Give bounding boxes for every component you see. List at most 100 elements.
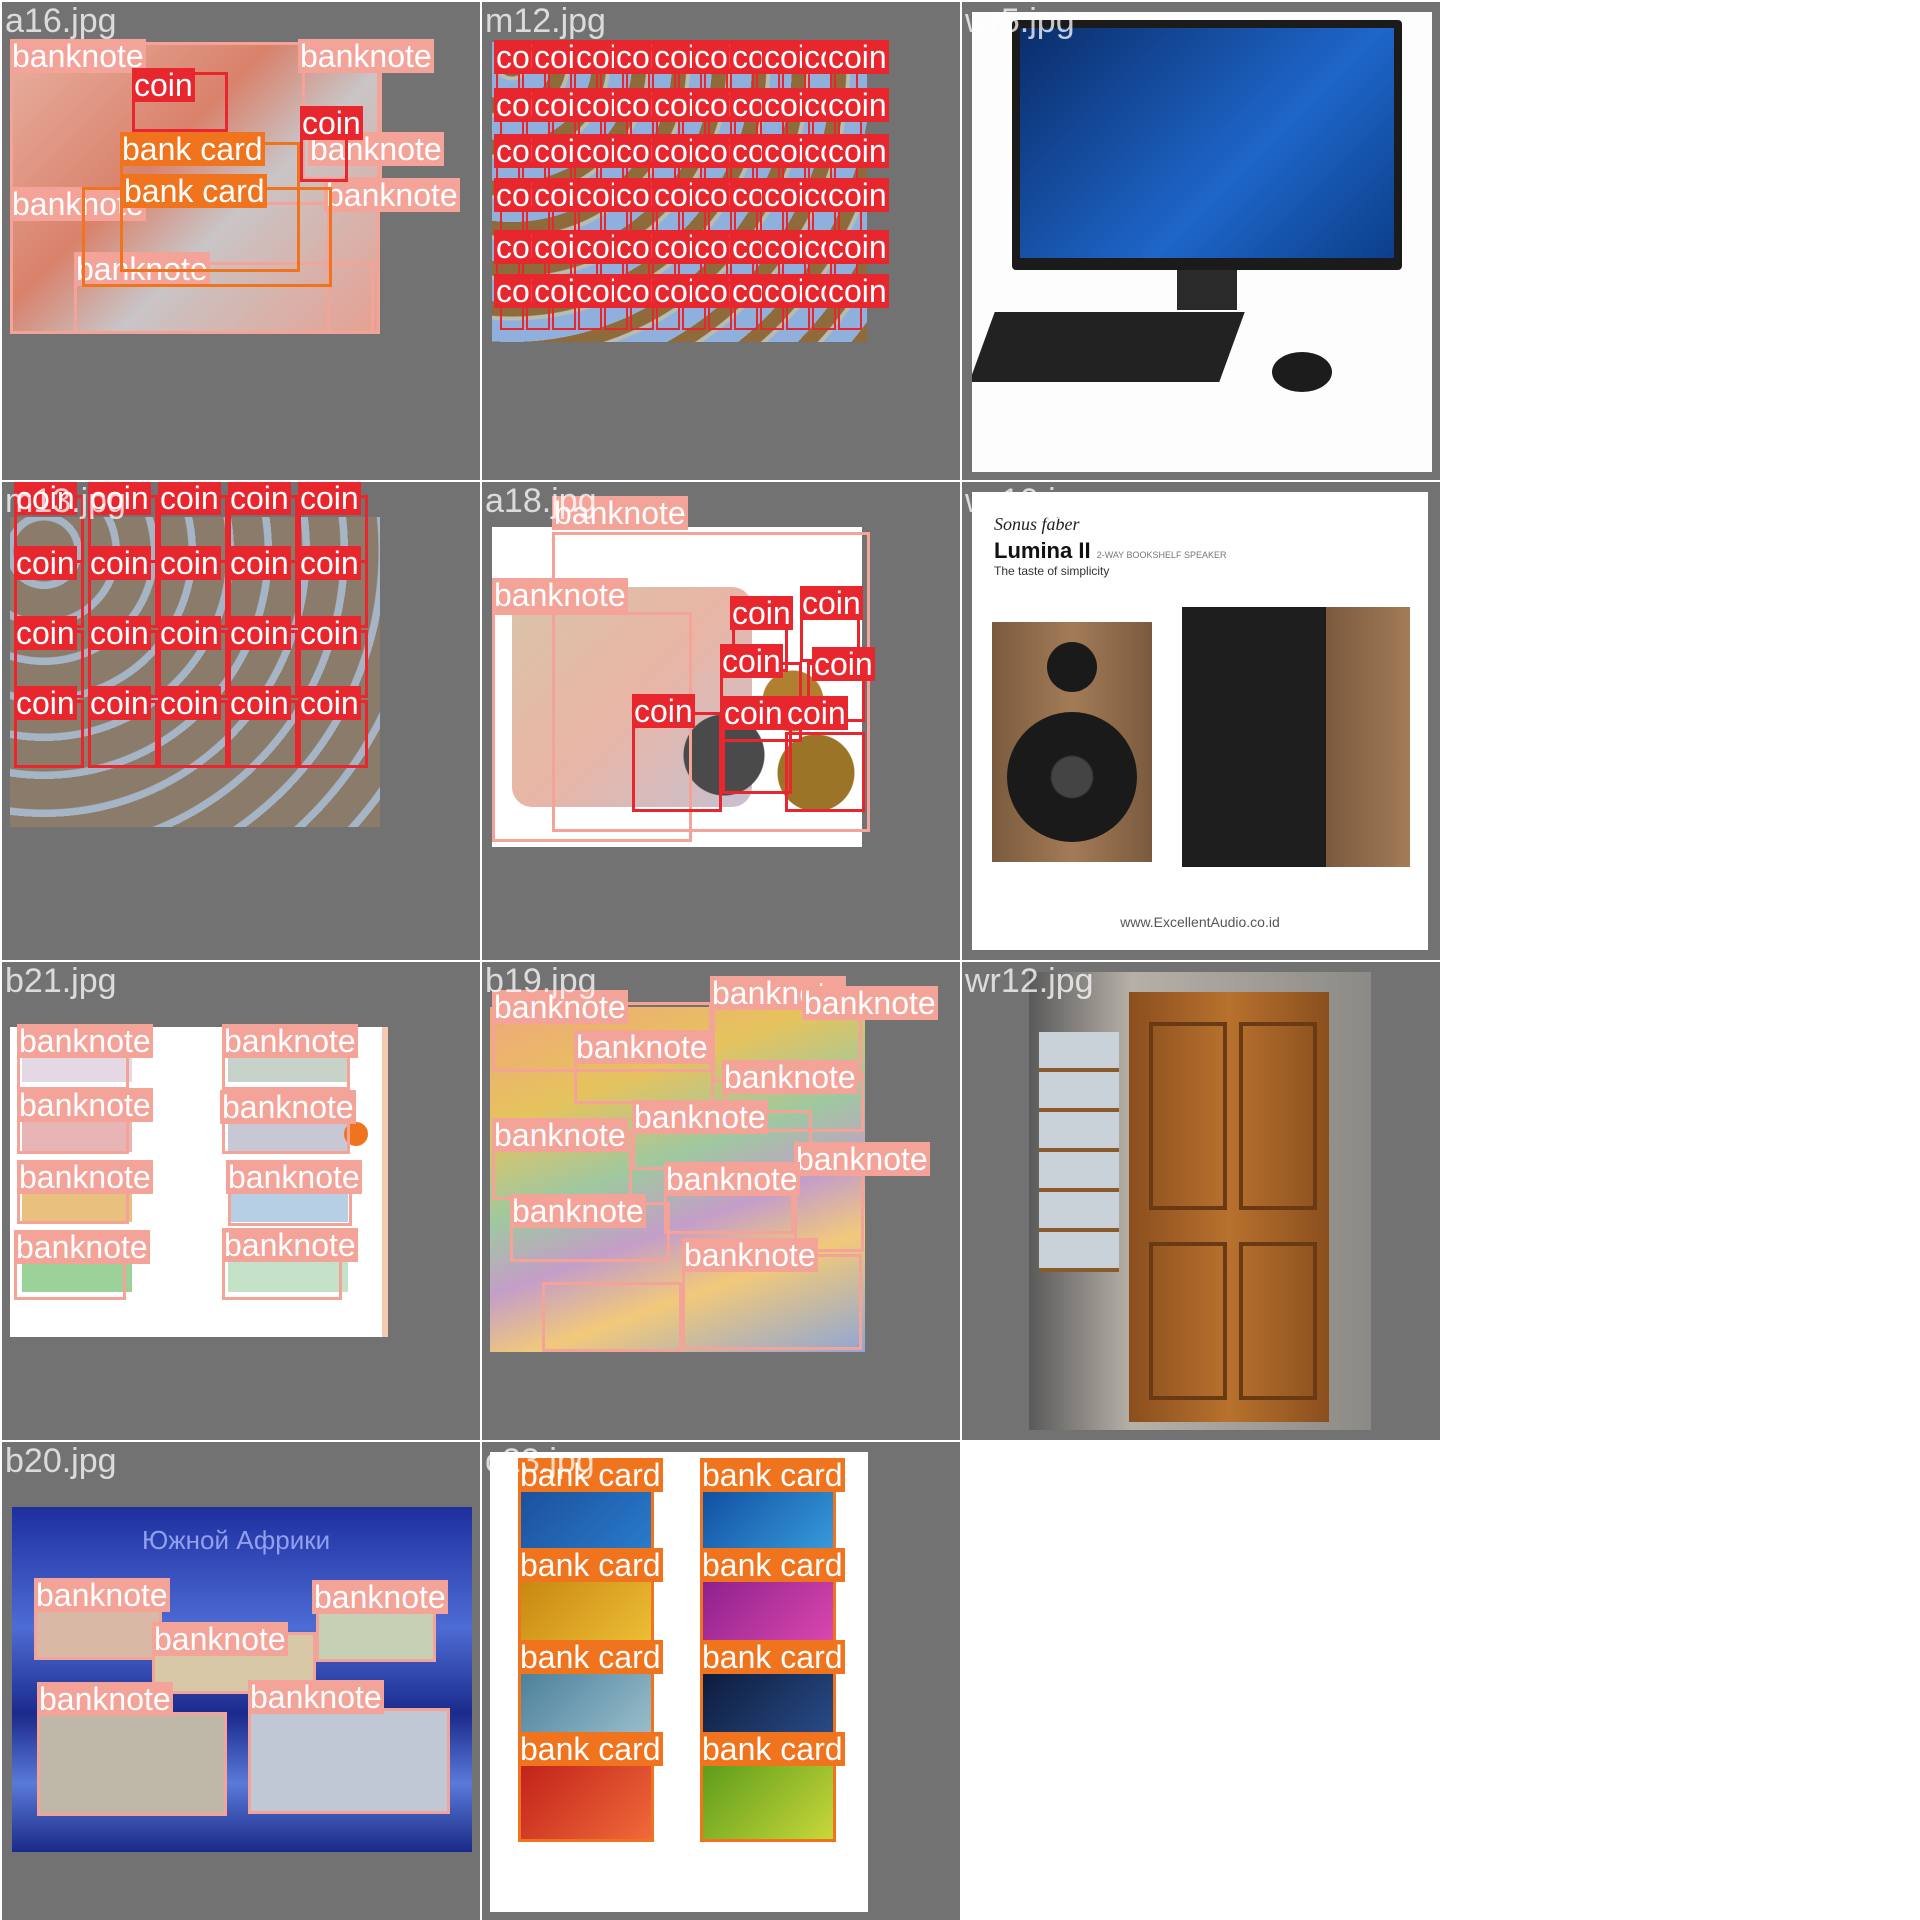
label-coin: coin [826, 133, 889, 169]
label-coin: coin [300, 105, 363, 141]
tile-wr5[interactable]: wr5.jpg [962, 2, 1440, 480]
label-coin: coin [730, 595, 793, 631]
label-banknote: banknote [14, 1229, 150, 1265]
tile-c23[interactable]: c23.jpg bank card bank card bank card bank … [482, 1442, 960, 1920]
label-bank-card: bank card [700, 1547, 845, 1583]
bbox-banknote [552, 532, 870, 832]
label-bank-card: bank card [518, 1547, 663, 1583]
label-banknote: banknote [17, 1023, 153, 1059]
label-banknote: banknote [574, 1029, 710, 1065]
door-panel [1149, 1242, 1227, 1400]
image-speaker-ad: Sonus faber Lumina II 2-WAY BOOKSHELF SP… [972, 492, 1428, 950]
tile-b20[interactable]: b20.jpg Южной Африки banknote banknote b… [2, 1442, 480, 1920]
speaker-right [1182, 607, 1410, 867]
tile-b19[interactable]: b19.jpg banknote banknote banknote bankn… [482, 962, 960, 1440]
bbox-bank-card [700, 1756, 836, 1842]
tagline-text: The taste of simplicity [994, 564, 1110, 578]
label-coin: coin [228, 685, 291, 721]
image-desktop-computer [972, 12, 1432, 472]
label-banknote: banknote [802, 985, 938, 1021]
label-banknote: banknote [324, 177, 460, 213]
label-banknote: banknote [510, 1193, 646, 1229]
tile-title: m13.jpg [5, 482, 126, 520]
side-window [1039, 1032, 1119, 1272]
label-coin: coin [158, 545, 221, 581]
tile-m13[interactable]: m13.jpg coin coin coin coin coin coin coin coin… [2, 482, 480, 960]
image-wooden-door [1029, 972, 1371, 1430]
label-coin: coin [158, 615, 221, 651]
label-banknote: banknote [220, 1089, 356, 1125]
label-coin: coin [88, 685, 151, 721]
label-banknote: banknote [222, 1023, 358, 1059]
label-banknote: banknote [37, 1681, 173, 1717]
tile-title: wr12.jpg [965, 962, 1094, 1000]
bbox-banknote [74, 262, 374, 334]
mouse [1272, 352, 1332, 392]
tile-title: wr10.jpg [965, 482, 1094, 520]
speaker-left [992, 622, 1152, 862]
label-coin: coin [14, 482, 77, 516]
door-panel [1149, 1022, 1227, 1210]
door-panel [1239, 1242, 1317, 1400]
label-coin: coin [228, 482, 291, 516]
label-coin: coin [88, 545, 151, 581]
model-subtitle: 2-WAY BOOKSHELF SPEAKER [1096, 550, 1227, 560]
label-coin: coin [228, 545, 291, 581]
bbox-bank-card [518, 1756, 654, 1842]
tweeter [1047, 642, 1097, 692]
label-banknote: banknote [34, 1577, 170, 1613]
label-banknote: banknote [248, 1679, 384, 1715]
label-banknote: banknote [794, 1141, 930, 1177]
tile-title: m12.jpg [485, 2, 606, 40]
label-banknote: banknote [722, 1059, 858, 1095]
label-banknote: banknote [492, 577, 628, 613]
brand-text: Sonus faber [994, 514, 1080, 534]
label-banknote: banknote [17, 1087, 153, 1123]
label-banknote: banknote [664, 1161, 800, 1197]
bbox-banknote [248, 1708, 450, 1814]
label-coin: coin [826, 87, 889, 123]
keyboard [972, 312, 1245, 382]
tile-title: a16.jpg [5, 2, 117, 40]
label-coin: coin [228, 615, 291, 651]
label-coin: coin [298, 545, 361, 581]
tile-title: c23.jpg [485, 1442, 595, 1480]
tile-b21[interactable]: b21.jpg banknote banknote banknote bankn… [2, 962, 480, 1440]
tile-wr10[interactable]: wr10.jpg Sonus faber Lumina II 2-WAY BOO… [962, 482, 1440, 960]
tile-a16[interactable]: a16.jpg banknote banknote banknote bankn… [2, 2, 480, 480]
monitor-stand [1177, 270, 1237, 310]
label-coin: coin [14, 545, 77, 581]
tile-a18[interactable]: a18.jpg banknote banknote coin coin coin… [482, 482, 960, 960]
label-banknote: banknote [492, 989, 628, 1025]
label-coin: coin [722, 695, 785, 731]
label-coin: coin [14, 615, 77, 651]
model-text: Lumina II 2-WAY BOOKSHELF SPEAKER [994, 538, 1227, 564]
label-bank-card: bank card [518, 1457, 663, 1493]
label-coin: coin [826, 273, 889, 309]
door-panel [1239, 1022, 1317, 1210]
label-bank-card: bank card [518, 1731, 663, 1767]
label-coin: coin [158, 685, 221, 721]
tile-wr12[interactable]: wr12.jpg [962, 962, 1440, 1440]
label-coin: coin [88, 482, 151, 516]
label-coin: coin [298, 615, 361, 651]
label-coin: coin [785, 695, 848, 731]
caption-text: Южной Африки [142, 1525, 331, 1555]
tile-title: b20.jpg [5, 1442, 117, 1480]
bbox-coin [785, 732, 865, 812]
door [1129, 992, 1329, 1422]
monitor [1012, 20, 1402, 270]
label-bank-card: bank card [700, 1457, 845, 1493]
label-banknote: banknote [298, 38, 434, 74]
label-coin: coin [720, 643, 783, 679]
label-banknote: banknote [10, 38, 146, 74]
label-banknote: banknote [222, 1227, 358, 1263]
label-bank-card: bank card [122, 173, 267, 209]
label-bank-card: bank card [120, 131, 265, 167]
monitor-screen [1020, 28, 1394, 258]
label-banknote: banknote [682, 1237, 818, 1273]
woofer [1007, 712, 1137, 842]
tile-m12[interactable]: m12.jpg coin coin coin coin coin coin coin coin… [482, 2, 960, 480]
tile-title: b21.jpg [5, 962, 117, 1000]
label-coin: coin [826, 177, 889, 213]
